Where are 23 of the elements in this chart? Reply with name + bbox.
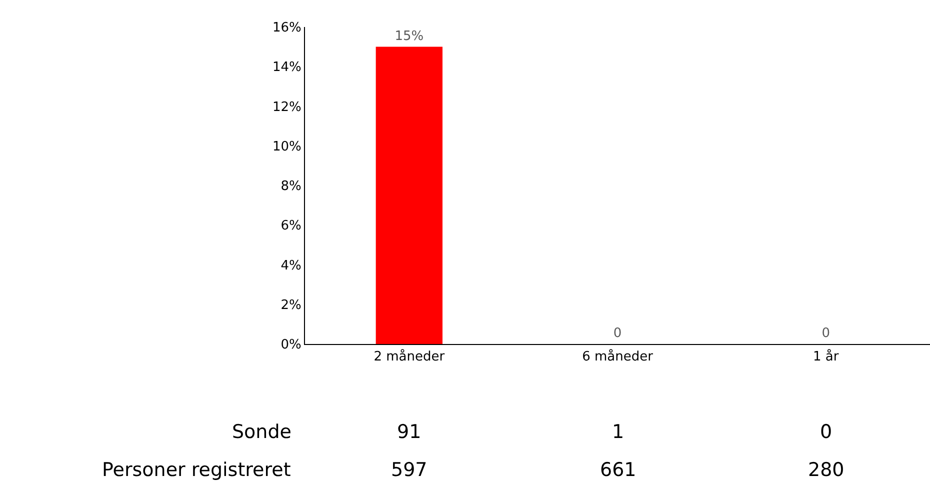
text: 280 (808, 459, 844, 481)
x-tick-label: 6 måneder (582, 348, 654, 365)
x-tick-label: 2 måneder (374, 348, 446, 365)
y-tick-label: 14% (272, 60, 302, 76)
y-tick-label: 0% (280, 338, 302, 353)
y-tick-label: 10% (272, 139, 302, 154)
y-tick-label: 4% (280, 258, 302, 274)
data-label: 15% (394, 28, 424, 44)
data-label: 0 (822, 326, 830, 341)
y-tick-label: 8% (280, 179, 302, 194)
text: 1 (612, 421, 624, 443)
text: Personer registreret (102, 459, 291, 481)
text: 661 (600, 459, 636, 481)
text: 91 (397, 421, 422, 443)
y-tick-label: 12% (272, 100, 302, 115)
data-label: 0 (613, 326, 622, 341)
text: 0 (820, 421, 832, 443)
text: Sonde (232, 421, 292, 443)
x-tick-label: 1 år (812, 348, 840, 365)
y-tick-label: 2% (280, 298, 302, 313)
y-tick-label: 16% (272, 20, 302, 36)
y-tick-label: 6% (280, 218, 302, 234)
text: 597 (391, 459, 428, 481)
